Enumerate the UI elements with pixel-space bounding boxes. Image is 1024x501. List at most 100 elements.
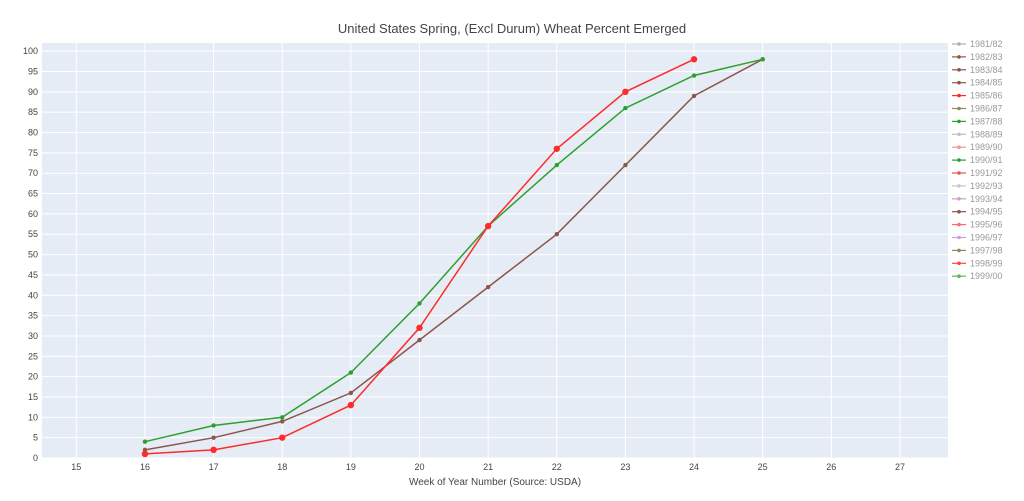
legend-item[interactable]: 1996/97 <box>952 233 1003 243</box>
legend-item[interactable]: 1983/84 <box>952 65 1003 75</box>
x-tick-label: 17 <box>209 462 219 472</box>
plot-area <box>42 43 948 458</box>
legend-label: 1996/97 <box>970 233 1003 243</box>
legend-swatch-marker <box>957 248 961 253</box>
legend-item[interactable]: 1992/93 <box>952 181 1003 191</box>
data-point <box>280 415 285 420</box>
data-point <box>485 284 491 290</box>
legend-item[interactable]: 1988/89 <box>952 129 1003 139</box>
data-point <box>348 370 354 375</box>
legend-swatch-marker <box>957 80 961 85</box>
legend-label: 1998/99 <box>970 258 1003 268</box>
data-point <box>348 390 354 396</box>
y-tick-label: 35 <box>28 311 38 321</box>
data-point <box>554 162 559 168</box>
y-tick-label: 40 <box>28 290 38 300</box>
legend-label: 1994/95 <box>970 207 1003 217</box>
legend-label: 1995/96 <box>970 220 1003 230</box>
legend-label: 1993/94 <box>970 194 1003 204</box>
data-point <box>416 324 423 332</box>
legend-label: 1991/92 <box>970 168 1003 178</box>
legend-label: 1984/85 <box>970 78 1003 88</box>
x-tick-label: 18 <box>277 462 287 472</box>
data-point <box>554 232 559 237</box>
legend-swatch-marker <box>957 222 961 227</box>
x-tick-label: 25 <box>758 462 768 472</box>
y-tick-label: 25 <box>28 351 38 361</box>
y-tick-label: 100 <box>23 46 38 56</box>
x-tick-label: 16 <box>140 462 150 472</box>
series-line <box>144 58 764 451</box>
legend-swatch-marker <box>957 119 961 124</box>
legend-item[interactable]: 1990/91 <box>952 155 1003 165</box>
chart-title: United States Spring, (Excl Durum) Wheat… <box>338 21 686 36</box>
y-tick-label: 55 <box>28 229 38 239</box>
legend-swatch-marker <box>957 209 961 214</box>
data-point <box>691 73 697 78</box>
x-tick-label: 26 <box>826 462 836 472</box>
data-point <box>622 88 629 96</box>
x-tick-label: 19 <box>346 462 356 472</box>
data-point <box>623 105 628 111</box>
y-tick-label: 45 <box>28 270 38 280</box>
legend-label: 1985/86 <box>970 91 1003 101</box>
x-tick-label: 23 <box>620 462 630 472</box>
data-point <box>691 93 697 99</box>
y-tick-label: 5 <box>33 433 38 443</box>
legend-item[interactable]: 1982/83 <box>952 52 1003 62</box>
legend-swatch-marker <box>957 106 961 111</box>
legend-item[interactable]: 1981/82 <box>952 39 1003 49</box>
legend-item[interactable]: 1993/94 <box>952 194 1003 204</box>
data-point <box>280 419 285 424</box>
legend[interactable]: 1981/82 1982/83 1983/84 1984/85 1985/86 1986/… <box>952 39 1003 281</box>
legend-item[interactable]: 1985/86 <box>952 91 1003 101</box>
y-tick-label: 90 <box>28 87 38 97</box>
legend-item[interactable]: 1998/99 <box>952 258 1003 268</box>
data-point <box>142 439 148 444</box>
legend-label: 1997/98 <box>970 245 1003 255</box>
data-point <box>417 301 422 306</box>
legend-item[interactable]: 1986/87 <box>952 104 1003 114</box>
legend-label: 1990/91 <box>970 155 1003 165</box>
x-tick-label: 24 <box>689 462 699 472</box>
legend-swatch-marker <box>957 274 961 279</box>
data-point <box>623 162 628 168</box>
legend-swatch-marker <box>957 261 961 266</box>
x-axis-title: Week of Year Number (Source: USDA) <box>409 477 581 488</box>
x-tick-label: 20 <box>414 462 424 472</box>
y-tick-label: 60 <box>28 209 38 219</box>
legend-label: 1981/82 <box>970 39 1003 49</box>
data-point <box>760 57 765 62</box>
y-tick-label: 95 <box>28 66 38 76</box>
legend-item[interactable]: 1995/96 <box>952 220 1003 230</box>
legend-item[interactable]: 1984/85 <box>952 78 1003 88</box>
legend-item[interactable]: 1991/92 <box>952 168 1003 178</box>
x-axis-ticks: 15 16 17 18 19 20 21 22 23 24 25 26 27 <box>71 462 905 472</box>
x-tick-label: 21 <box>483 462 493 472</box>
legend-item[interactable]: 1987/88 <box>952 116 1003 126</box>
y-tick-label: 0 <box>33 453 38 463</box>
data-point <box>553 145 560 152</box>
legend-item[interactable]: 1989/90 <box>952 142 1003 152</box>
series-line <box>144 58 763 443</box>
legend-item[interactable]: 1994/95 <box>952 207 1003 217</box>
legend-swatch-marker <box>957 184 961 188</box>
legend-swatch-marker <box>957 235 961 240</box>
legend-label: 1982/83 <box>970 52 1003 62</box>
legend-item[interactable]: 1997/98 <box>952 245 1003 255</box>
data-point <box>210 446 217 454</box>
legend-swatch-marker <box>957 197 961 201</box>
y-tick-label: 70 <box>28 168 38 178</box>
y-tick-label: 15 <box>28 392 38 402</box>
legend-label: 1986/87 <box>970 104 1003 114</box>
data-point <box>211 423 216 428</box>
legend-item[interactable]: 1999/00 <box>952 271 1003 281</box>
y-tick-label: 20 <box>28 372 38 382</box>
series-lines <box>141 56 765 458</box>
legend-label: 1987/88 <box>970 116 1003 126</box>
y-tick-label: 65 <box>28 189 38 199</box>
data-point <box>141 450 149 458</box>
legend-label: 1988/89 <box>970 129 1003 139</box>
legend-label: 1999/00 <box>970 271 1003 281</box>
